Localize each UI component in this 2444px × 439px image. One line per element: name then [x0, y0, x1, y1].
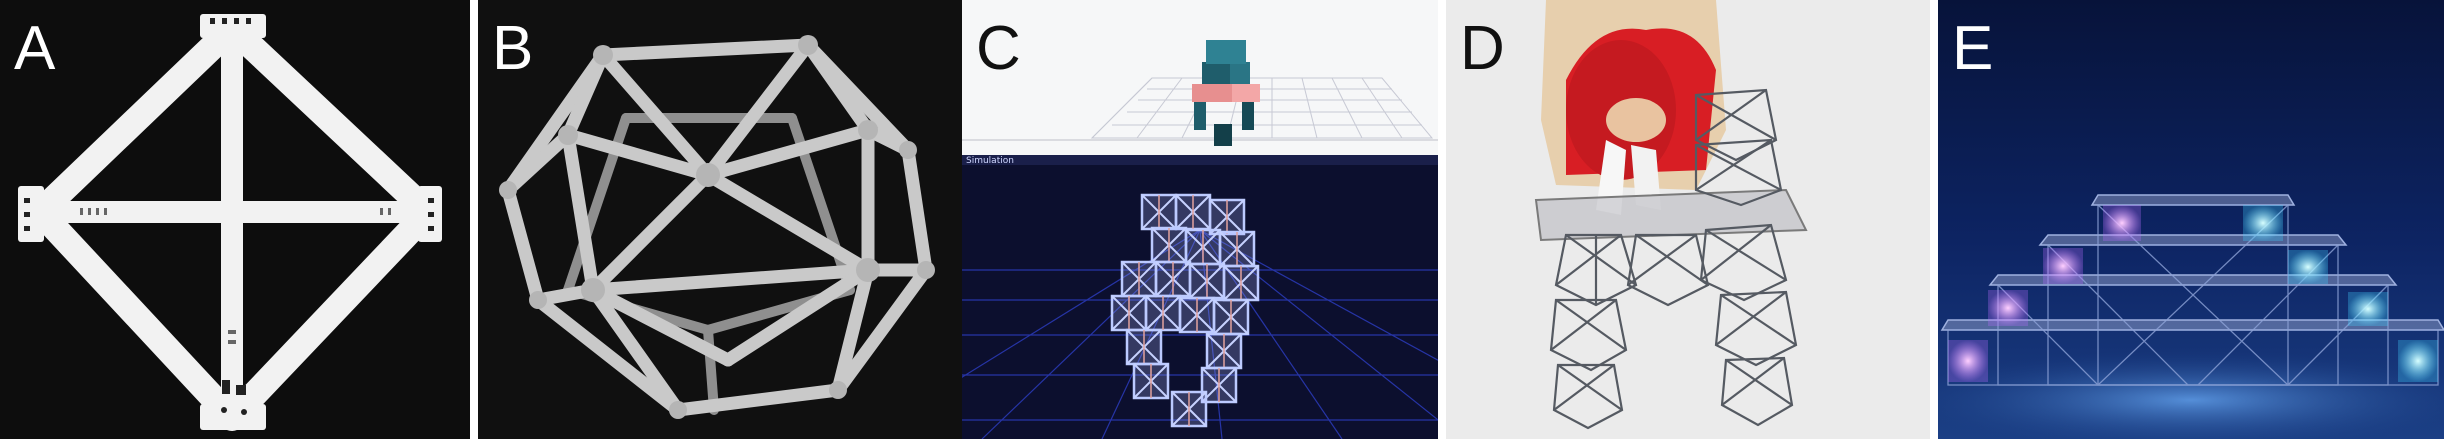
panel-d-chair-photo	[1534, 0, 1808, 430]
panel-c-label: C	[976, 14, 1021, 83]
panel-c-simulation-label: Simulation	[966, 156, 1014, 166]
panel-e-stairs-photo	[1938, 194, 2444, 439]
panel-e-label: E	[1952, 14, 1994, 83]
panel-d-label: D	[1460, 14, 1505, 83]
panel-e: E	[1938, 0, 2444, 439]
panel-a: A	[0, 0, 470, 439]
panel-b: B	[478, 0, 962, 439]
panel-a-label: A	[14, 14, 56, 83]
panel-d: D	[1446, 0, 1930, 439]
panel-b-icosahedron	[499, 35, 935, 419]
panel-a-flat-frame	[18, 14, 442, 431]
panel-c-simulation-structure	[1110, 193, 1260, 428]
panel-c: Simulation C	[962, 0, 1438, 439]
panel-b-label: B	[492, 14, 534, 83]
